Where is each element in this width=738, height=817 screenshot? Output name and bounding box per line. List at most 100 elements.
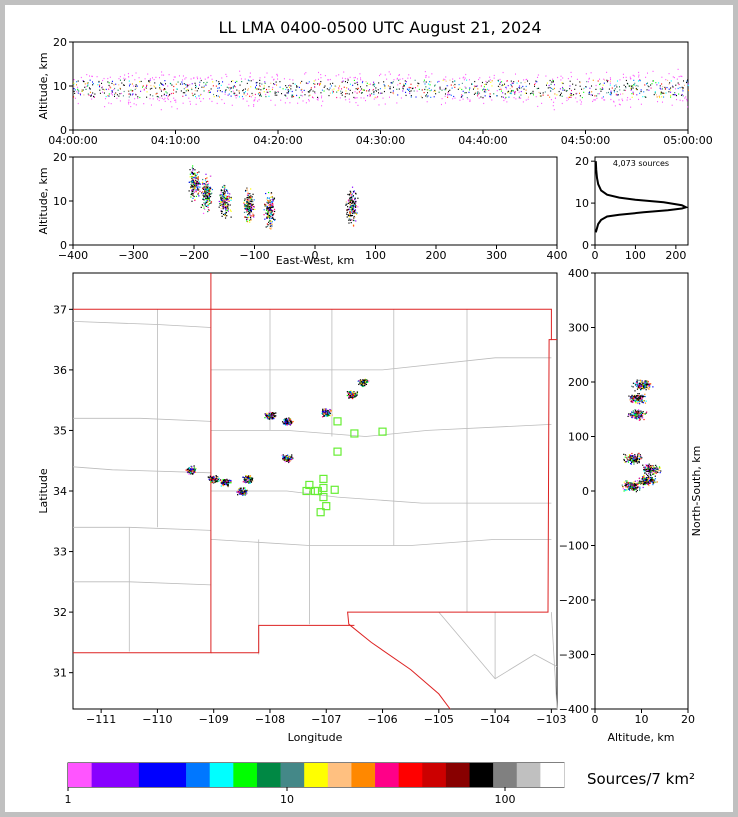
time-source-point [674,88,676,90]
ew-source-point [220,199,223,201]
ns-source-point [652,386,654,388]
ns-source-point [634,384,637,386]
time-source-point [403,84,405,86]
ns-source-point [632,455,634,457]
time-source-point [180,90,182,92]
time-source-point [189,100,191,103]
ew-source-point [247,192,249,195]
ns-source-point [648,481,650,483]
time-source-point [435,93,437,95]
time-source-point [328,94,330,97]
marks-layer [68,68,689,787]
time-source-point [233,85,235,87]
map-source-point [354,392,356,395]
time-source-point [497,85,499,87]
ew-source-point [221,205,223,208]
map-source-point [242,476,244,478]
time-source-point [228,83,230,86]
ns-source-point [641,398,643,400]
station-marker [378,427,387,436]
ew-source-point [226,198,228,200]
ew-source-point [351,200,354,202]
time-source-point [243,93,245,95]
ns-source-point [631,457,633,459]
time-source-point [334,85,336,87]
time-source-point [552,80,554,82]
time-source-point [149,81,151,83]
time-source-point [499,86,501,88]
time-source-point [356,81,358,83]
ew-source-point [349,203,351,205]
map-source-point [215,475,217,477]
ew-source-point [269,217,271,220]
time-source-point [128,76,130,78]
time-source-point [113,95,115,97]
time-source-point [386,78,388,80]
time-source-point [268,86,270,88]
time-source-point [156,92,158,95]
time-source-point [249,72,251,74]
time-source-point [662,86,664,88]
time-source-point [373,81,375,83]
time-source-point [360,97,362,99]
ew-source-point [198,195,200,197]
ew-source-point [220,198,222,200]
time-source-point [427,89,429,91]
time-source-point [570,96,572,98]
ew-source-point [191,180,193,182]
time-source-point [404,85,406,87]
time-source-point [127,101,129,103]
map-source-point [230,479,232,482]
ew-source-point [209,200,211,202]
time-source-point [236,89,238,91]
time-source-point [86,82,88,84]
time-source-point [658,95,660,97]
map-source-point [191,472,193,474]
time-source-point [537,76,539,78]
time-source-point [398,74,400,76]
time-source-point [429,84,431,86]
ns-source-point [639,412,642,415]
ew-source-point [224,214,226,216]
time-source-point [461,88,463,91]
ns-source-point [652,470,654,472]
county-boundary [210,539,552,546]
time-source-point [300,89,302,91]
time-source-point [207,77,209,79]
time-source-point [378,104,380,106]
ew-source-point [250,199,252,201]
time-source-point [122,95,124,97]
time-source-point [462,98,464,100]
time-source-point [379,88,381,90]
map-source-point [325,414,327,417]
ew-source-point [250,205,252,207]
time-source-point [483,89,485,91]
time-source-point [287,92,289,94]
time-source-point [110,87,112,89]
map-source-point [194,469,196,472]
time-source-point [438,91,440,93]
time-source-point [368,90,370,92]
time-source-point [275,91,277,94]
time-source-point [423,81,425,83]
time-source-point [611,92,613,94]
map-source-point [289,459,292,462]
time-source-point [73,85,75,87]
time-source-point [550,83,552,85]
time-source-point [161,84,163,86]
ew-source-point [266,198,268,200]
time-source-point [486,81,488,84]
map-source-point [247,478,249,481]
ew-source-point [249,196,252,199]
time-source-point [170,101,172,103]
ew-source-point [249,207,251,209]
time-source-point [464,86,466,88]
map-source-point [285,458,287,460]
time-source-point [146,96,148,98]
time-source-point [639,92,641,94]
time-source-point [489,96,491,99]
time-source-point [315,79,317,81]
ew-source-point [352,208,354,210]
ns-source-point [634,416,636,419]
time-source-point [369,93,371,95]
